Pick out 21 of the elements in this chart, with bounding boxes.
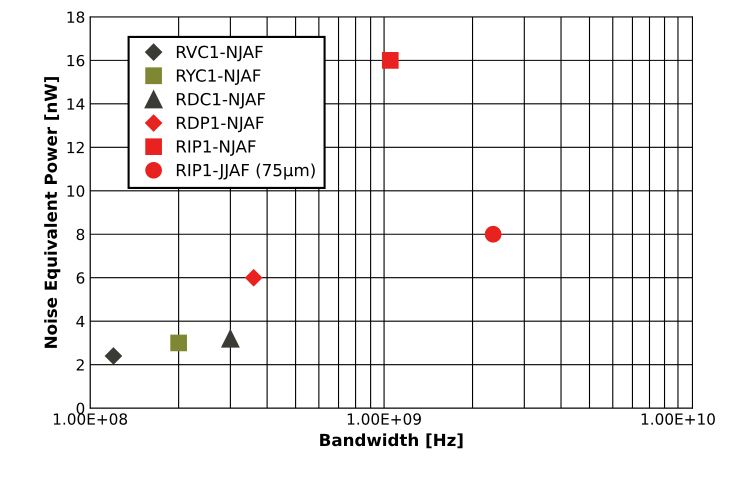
legend-label: RDP1-NJAF <box>176 116 264 132</box>
y-tick-label: 0 <box>76 402 84 414</box>
y-tick-label: 18 <box>68 11 84 23</box>
legend-label: RIP1-NJAF <box>176 140 256 156</box>
y-tick-label: 2 <box>76 359 84 370</box>
y-axis-title: Noise Equivalent Power [nW] <box>44 77 60 348</box>
y-tick-label: 8 <box>76 228 84 240</box>
x-tick-label: 1.00E+08 <box>54 413 128 425</box>
y-tick-label: 6 <box>76 272 84 284</box>
y-tick-label: 4 <box>76 316 84 327</box>
legend-label: RYC1-NJAF <box>176 69 260 85</box>
y-tick-label: 10 <box>68 185 84 197</box>
y-tick-label: 14 <box>68 98 84 110</box>
legend-label: RVC1-NJAF <box>176 46 263 62</box>
x-axis-title: Bandwidth [Hz] <box>320 433 463 448</box>
y-tick-label: 16 <box>68 54 84 66</box>
y-tick-label: 12 <box>68 142 84 154</box>
legend-label: RIP1-JJAF (75µm) <box>176 163 315 180</box>
x-tick-label: 1.00E+10 <box>642 413 715 425</box>
legend-label: RDC1-NJAF <box>176 92 266 109</box>
x-tick-label: 1.00E+09 <box>348 413 421 425</box>
